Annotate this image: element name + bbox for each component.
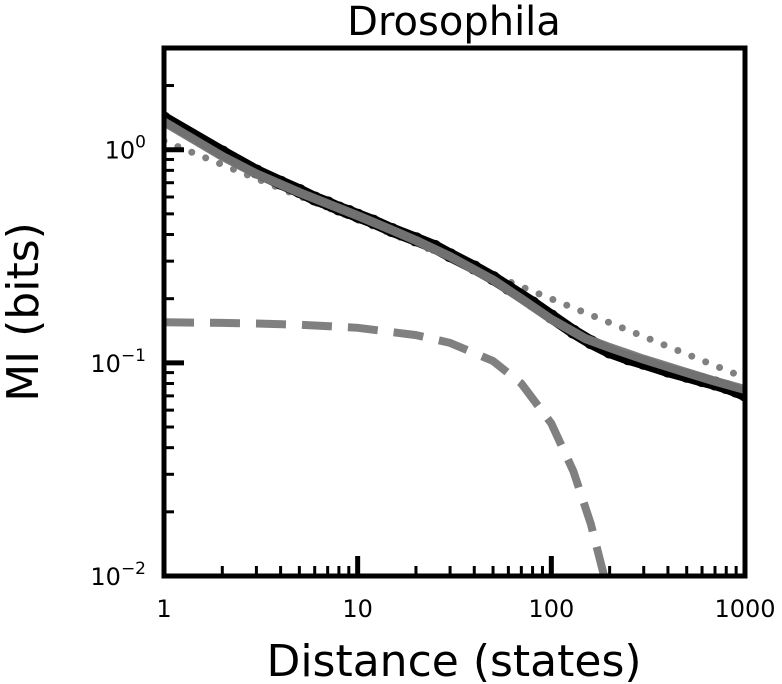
x-tick-label: 1 bbox=[156, 595, 171, 623]
plot-frame bbox=[161, 45, 748, 579]
y-tick-label: 10−2 bbox=[90, 559, 146, 591]
y-tick-label: 10−1 bbox=[90, 346, 146, 378]
y-tick-label: 100 bbox=[105, 133, 146, 165]
y-axis-label: MI (bits) bbox=[0, 222, 49, 402]
marks-layer bbox=[164, 111, 745, 576]
x-tick-label: 100 bbox=[528, 595, 574, 623]
chart-title: Drosophila bbox=[347, 0, 561, 45]
x-axis-label: Distance (states) bbox=[266, 636, 641, 684]
series-dashed-line bbox=[164, 318, 609, 576]
x-tick-label: 10 bbox=[342, 595, 373, 623]
fit-line bbox=[164, 117, 745, 394]
x-tick-label: 1000 bbox=[714, 595, 775, 623]
